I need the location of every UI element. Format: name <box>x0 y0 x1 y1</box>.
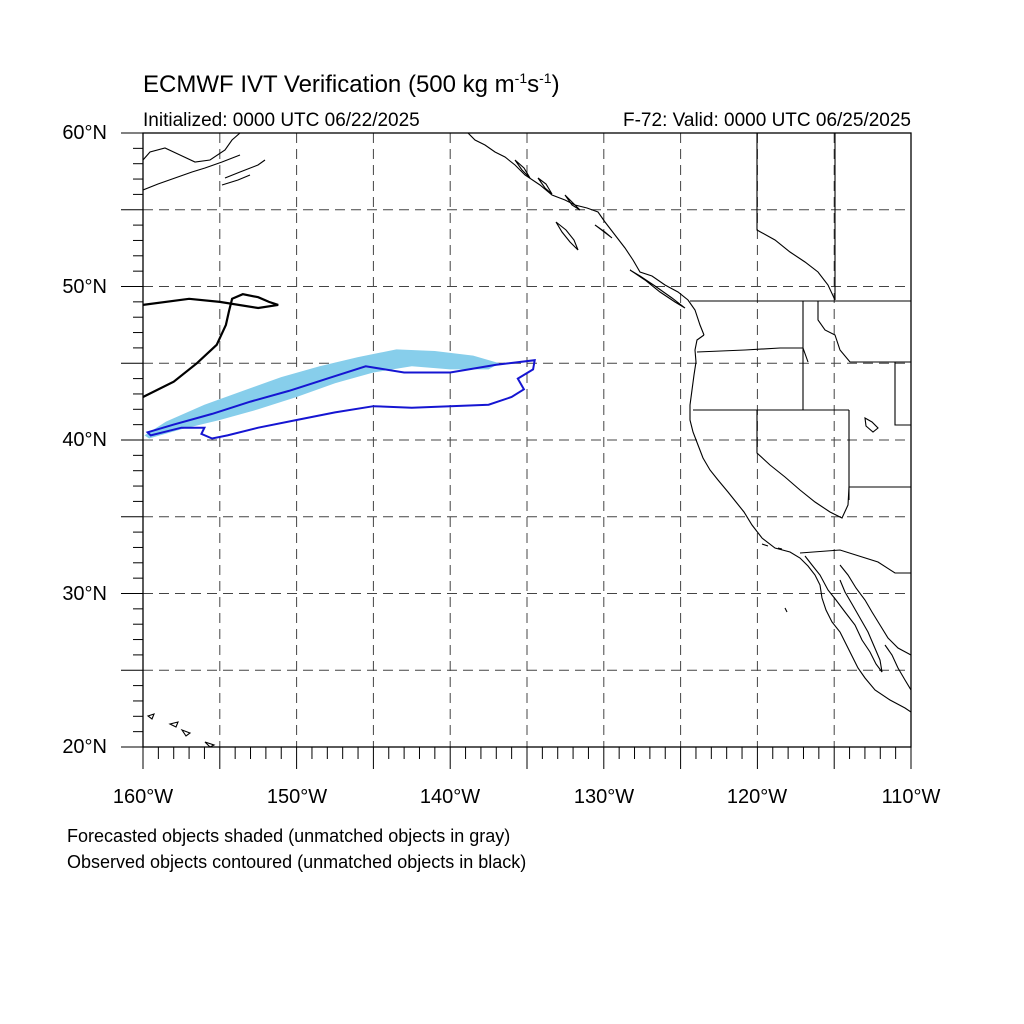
title-exp-2: -1 <box>539 70 552 86</box>
lon-label-140w: 140°W <box>419 786 481 808</box>
islands-hawaii <box>146 713 216 747</box>
observed-object-unmatched-contour <box>143 293 279 398</box>
islands-haida-gwaii <box>555 221 579 251</box>
lat-label-20: 20°N <box>62 736 107 758</box>
border-wa-or <box>696 347 809 363</box>
legend-note-forecast: Forecasted objects shaded (unmatched obj… <box>67 826 511 846</box>
lon-label-150w: 150°W <box>266 786 328 808</box>
coastline-bc-alaska <box>467 133 705 336</box>
coastline-alaska-gulf <box>143 133 241 163</box>
lon-label-120w: 120°W <box>726 786 788 808</box>
border-idaho <box>802 301 911 410</box>
border-ca-nv <box>756 410 911 519</box>
islands-alexander <box>514 159 613 239</box>
title-close: ) <box>551 71 560 98</box>
coastline-us-west <box>689 334 911 713</box>
islands-kodiak <box>221 159 266 186</box>
lon-label-110w: 110°W <box>881 786 941 808</box>
map-title: ECMWF IVT Verification (500 kg m-1s-1) <box>143 70 560 99</box>
lat-label-50: 50°N <box>62 276 107 298</box>
ivt-objects <box>143 293 536 440</box>
observed-object-contour <box>145 359 536 440</box>
lon-label-160w: 160°W <box>112 786 174 808</box>
coastline-gulf-california <box>839 564 911 656</box>
island-vancouver <box>629 269 686 309</box>
lon-label-130w: 130°W <box>573 786 635 808</box>
graticule-gridlines <box>143 133 911 747</box>
valid-time: F-72: Valid: 0000 UTC 06/25/2025 <box>623 110 911 131</box>
axis-ticks <box>121 132 912 769</box>
border-montana-wy <box>894 362 911 426</box>
forecast-object-shaded <box>144 349 500 439</box>
lat-label-30: 30°N <box>62 583 107 605</box>
coastline-baja <box>804 555 883 673</box>
lat-label-40: 40°N <box>62 429 107 451</box>
lat-label-60: 60°N <box>62 122 107 144</box>
border-canada-alaska <box>756 133 836 301</box>
title-main: ECMWF IVT Verification (500 kg m <box>143 71 515 98</box>
initialized-time: Initialized: 0000 UTC 06/22/2025 <box>143 110 420 131</box>
border-us-mexico <box>799 549 911 574</box>
title-mid: s <box>527 71 540 98</box>
coastline-mexico-mainland <box>884 644 911 691</box>
coastline-alaska-peninsula <box>143 154 241 191</box>
great-salt-lake <box>864 416 879 433</box>
coastlines-and-borders <box>143 133 911 747</box>
title-exp-1: -1 <box>514 70 528 86</box>
islands-channel <box>761 543 788 613</box>
legend-note-observed: Observed objects contoured (unmatched ob… <box>67 852 527 872</box>
